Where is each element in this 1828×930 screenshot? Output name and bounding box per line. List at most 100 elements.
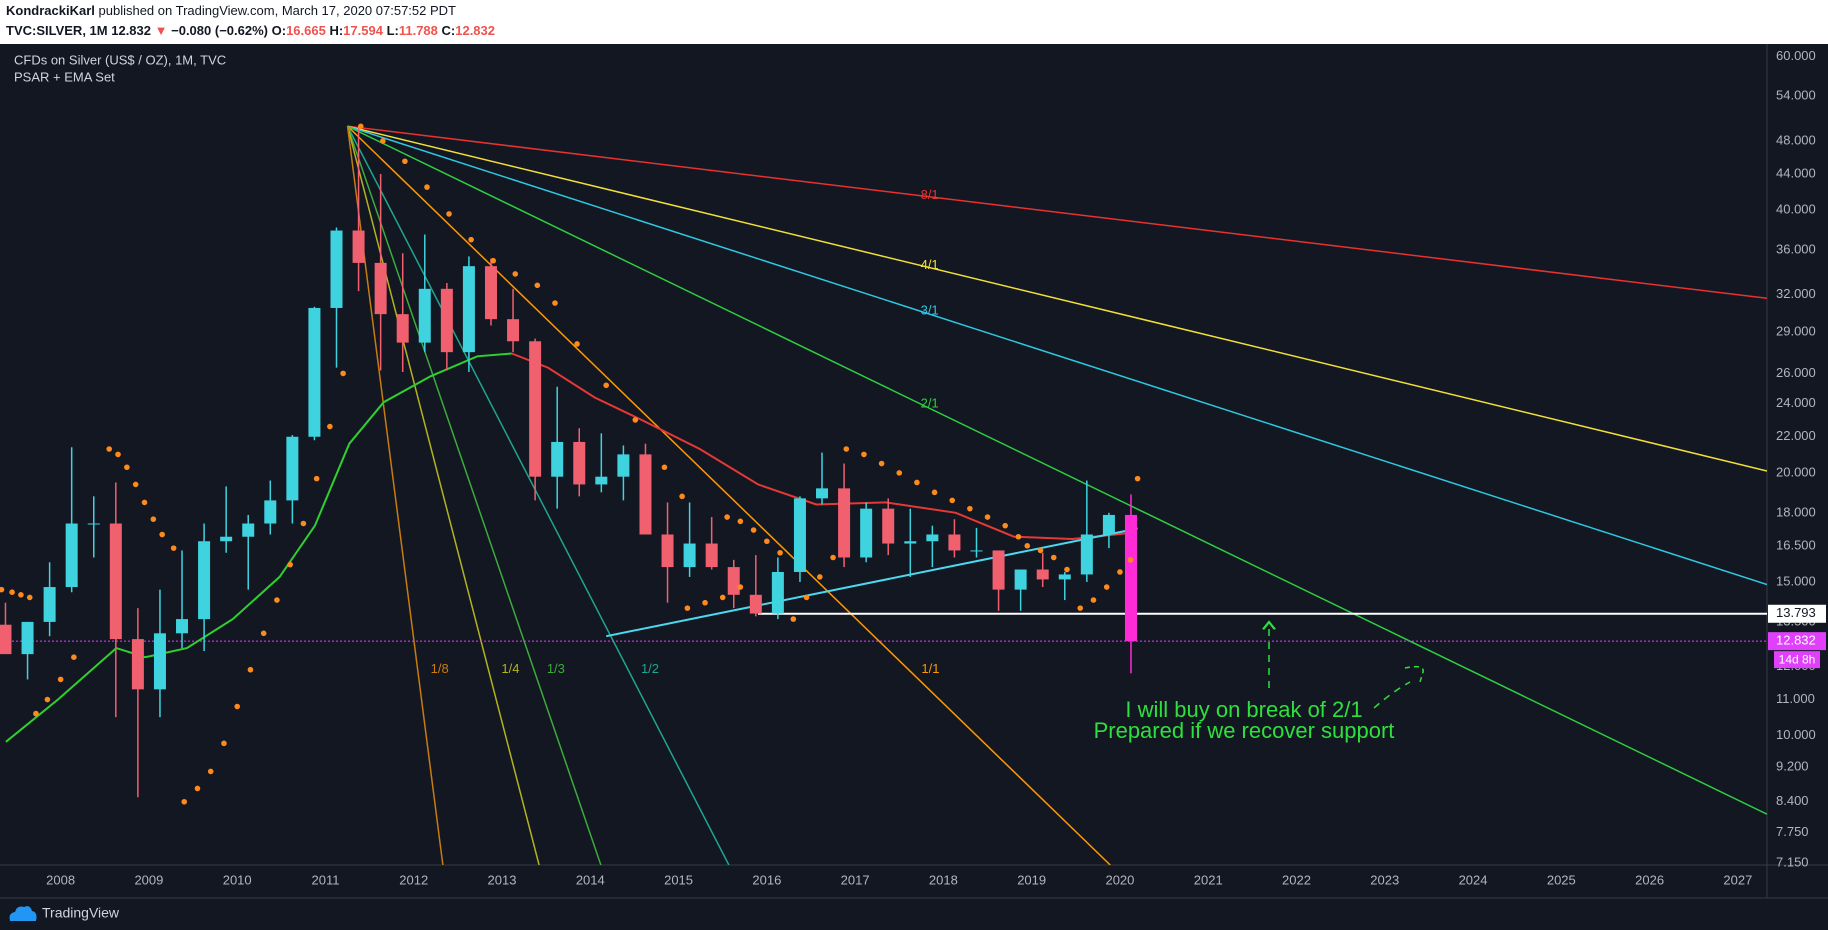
published: published on TradingView.com, March 17, … (98, 3, 456, 18)
x-tick-label: 2008 (46, 872, 75, 887)
psar-dot (327, 423, 333, 430)
candle-body (374, 262, 387, 315)
psar-dot (719, 594, 726, 601)
candle-body (507, 319, 520, 342)
chart-subtitle: PSAR + EMA Set (14, 69, 115, 84)
fan-label: 1/2 (641, 661, 659, 676)
y-tick-label: 7.150 (1776, 854, 1809, 869)
psar-dot (106, 446, 112, 452)
x-tick-label: 2009 (134, 872, 163, 887)
psar-dot (150, 516, 157, 523)
psar-dot (1037, 547, 1044, 554)
psar-dot (512, 271, 519, 277)
fan-line (347, 125, 1767, 586)
psar-dot (313, 475, 320, 482)
ohlc-label: H: (329, 23, 344, 38)
candle-body (970, 550, 983, 552)
psar-dot (380, 138, 386, 144)
x-tick-label: 2011 (311, 872, 339, 887)
candle-body (418, 288, 431, 343)
fan-label: 1/8 (431, 661, 449, 676)
psar-dot (234, 703, 240, 710)
fan-line (347, 125, 1111, 865)
ohlc-value: 16.665 (286, 23, 326, 38)
psar-dot (18, 592, 24, 598)
psar-dot (878, 460, 885, 467)
x-tick-label: 2023 (1370, 872, 1399, 887)
candle-body (462, 266, 475, 353)
candle-body (904, 541, 917, 544)
chart-title: CFDs on Silver (US$ / OZ), 1M, TVC (14, 52, 226, 67)
y-tick-label: 22.000 (1776, 428, 1816, 443)
psar-dot (1015, 533, 1022, 540)
y-tick-label: 8.400 (1776, 793, 1809, 808)
y-tick-label: 36.000 (1776, 241, 1816, 256)
psar-dot (984, 514, 991, 520)
y-tick-label: 54.000 (1776, 88, 1816, 103)
author: KondrackiKarl (6, 3, 95, 18)
candle-body (948, 534, 961, 551)
candle-body (992, 550, 1005, 590)
countdown-box (1774, 651, 1820, 669)
psar-dot (1064, 566, 1070, 573)
candle-body (220, 536, 233, 542)
candle-body (131, 639, 144, 690)
candle-body (109, 523, 122, 640)
candle-body (286, 436, 299, 501)
ohlc-value: 12.832 (455, 23, 495, 38)
change: −0.080 (−0.62%) (171, 23, 268, 38)
x-tick-label: 2010 (223, 872, 252, 887)
candle-body (595, 476, 608, 485)
psar-dot (71, 654, 77, 660)
psar-dot (424, 184, 430, 190)
psar-dot (287, 561, 293, 568)
y-tick-label: 24.000 (1776, 395, 1816, 410)
ohlc-label: C: (441, 23, 456, 38)
candle-body (330, 230, 343, 308)
annotation: Prepared if we recover support (1094, 718, 1395, 743)
x-tick-label: 2022 (1282, 872, 1311, 887)
fan-label: 4/1 (921, 257, 939, 272)
last-price: 12.832 (111, 23, 151, 38)
annotation-arrow (1373, 681, 1411, 709)
candle-body (87, 523, 100, 525)
fan-line (346, 126, 602, 865)
psar-dot (684, 605, 691, 611)
logo-cloud (9, 906, 37, 921)
x-tick-label: 2021 (1194, 872, 1223, 887)
psar-dot (33, 710, 39, 717)
psar-dot (221, 740, 227, 747)
fan-label: 2/1 (921, 395, 939, 410)
candle-body (21, 621, 34, 655)
candle-body (727, 567, 740, 595)
candle-body (43, 587, 56, 622)
y-tick-label: 15.000 (1776, 573, 1816, 588)
psar-dot (750, 527, 757, 533)
x-tick-label: 2016 (752, 872, 781, 887)
y-tick-label: 9.200 (1776, 759, 1809, 774)
fan-line (347, 125, 1767, 300)
psar-dot (632, 417, 639, 423)
fan-label: 8/1 (921, 187, 939, 202)
candle-body (1014, 569, 1027, 590)
annotation: I will buy on break of 2/1 (1125, 697, 1362, 722)
candle-body (1080, 534, 1093, 575)
candle-body (793, 498, 806, 572)
y-tick-label: 32.000 (1776, 286, 1816, 301)
psar-dot (57, 676, 64, 683)
psar-dot (300, 520, 307, 527)
y-tick-label: 10.000 (1776, 727, 1816, 742)
candle-body (242, 523, 255, 537)
countdown: 14d 8h (1779, 652, 1816, 666)
x-tick-label: 2015 (664, 872, 693, 887)
psar-dot (764, 538, 770, 545)
x-tick-label: 2017 (841, 872, 870, 887)
psar-dot (181, 798, 188, 805)
publish-header: KondrackiKarl published on TradingView.c… (0, 0, 1828, 44)
psar-dot (931, 489, 938, 496)
psar-dot (574, 341, 580, 347)
psar-dot (737, 518, 744, 525)
psar-dot (446, 211, 452, 217)
y-tick-label: 44.000 (1776, 165, 1816, 180)
